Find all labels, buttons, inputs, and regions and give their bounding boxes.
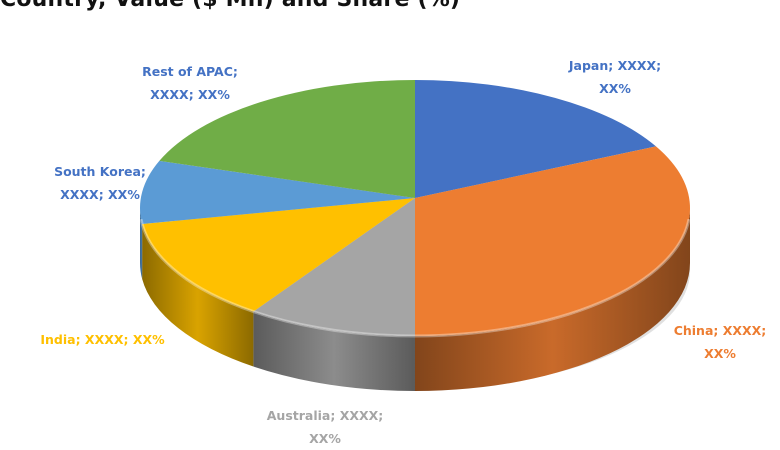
slice-australia[interactable] — [253, 198, 415, 336]
slice-india[interactable] — [142, 198, 415, 312]
slice-south-korea[interactable] — [140, 160, 415, 225]
label-china: China; XXXX; XX% — [660, 319, 780, 365]
label-australia-line2: XX% — [309, 431, 341, 446]
rim-highlight — [139, 218, 691, 338]
slice-japan[interactable] — [415, 80, 656, 198]
pie-chart — [139, 80, 691, 391]
label-rest-of-apac: Rest of APAC; XXXX; XX% — [130, 60, 250, 106]
slice-china[interactable] — [415, 146, 690, 336]
label-china-line2: XX% — [704, 346, 736, 361]
slice-rest-of-apac[interactable] — [159, 80, 415, 198]
label-rest-of-apac-line1: Rest of APAC; — [142, 64, 238, 79]
slice-side-china — [415, 208, 690, 391]
label-south-korea: South Korea; XXXX; XX% — [40, 160, 160, 206]
label-australia: Australia; XXXX; XX% — [250, 404, 400, 450]
label-china-line1: China; XXXX; — [673, 323, 767, 338]
label-india-line1: India; XXXX; XX% — [40, 332, 165, 347]
label-japan: Japan; XXXX; XX% — [555, 54, 675, 100]
slice-side-south-korea — [140, 208, 143, 280]
label-south-korea-line2: XXXX; XX% — [60, 187, 140, 202]
label-japan-line1: Japan; XXXX; — [568, 58, 662, 73]
label-japan-line2: XX% — [599, 81, 631, 96]
chart-title: Country, Value ($ Mn) and Share (%) — [0, 0, 460, 12]
slice-side-india — [142, 224, 254, 367]
label-south-korea-line1: South Korea; — [54, 164, 146, 179]
label-australia-line1: Australia; XXXX; — [266, 408, 384, 423]
label-india: India; XXXX; XX% — [15, 328, 190, 351]
slice-side-australia — [253, 311, 415, 391]
label-rest-of-apac-line2: XXXX; XX% — [150, 87, 230, 102]
